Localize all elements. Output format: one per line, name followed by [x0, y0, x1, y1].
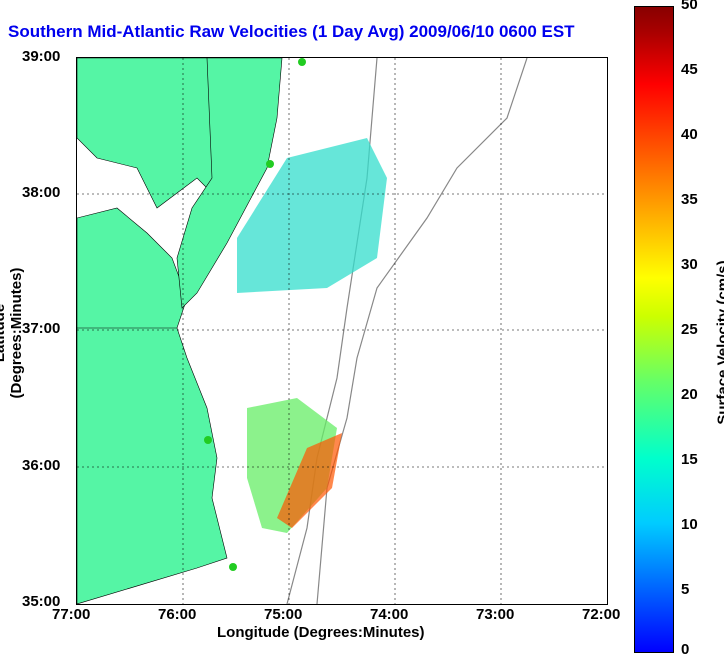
grid-lines — [77, 58, 607, 604]
delmarva-peninsula — [176, 58, 283, 309]
y-tick-label: 38:00 — [22, 184, 61, 201]
x-tick-label: 75:00 — [264, 606, 303, 623]
colorbar-tick: 20 — [681, 386, 698, 403]
velocity-field-north — [237, 138, 387, 293]
isobath-contour — [316, 58, 528, 604]
colorbar-tick: 15 — [681, 451, 698, 468]
colorbar-tick: 5 — [681, 581, 690, 598]
colorbar-tick: 25 — [681, 321, 698, 338]
x-axis-label: Longitude (Degrees:Minutes) — [217, 624, 425, 641]
map-svg — [77, 58, 607, 604]
y-axis-label: Latitude (Degrees:Minutes) — [0, 267, 25, 399]
colorbar-label: Surface Velocity (cm/s) — [714, 260, 724, 425]
colorbar-tick: 30 — [681, 256, 698, 273]
colorbar-tick: 45 — [681, 61, 698, 78]
y-tick-label: 35:00 — [22, 593, 61, 610]
chart-title: Southern Mid-Atlantic Raw Velocities (1 … — [8, 22, 575, 41]
x-tick-label: 74:00 — [370, 606, 409, 623]
x-tick-label: 73:00 — [476, 606, 515, 623]
y-tick-label: 37:00 — [22, 320, 61, 337]
y-tick-label: 36:00 — [22, 457, 61, 474]
station-2 — [266, 160, 274, 168]
station-1 — [298, 58, 306, 66]
velocity-field-south-fast — [277, 433, 342, 528]
x-tick-label: 77:00 — [52, 606, 91, 623]
colorbar-tick: 40 — [681, 126, 698, 143]
station-4 — [229, 563, 237, 571]
y-tick-label: 39:00 — [22, 48, 61, 65]
colorbar — [634, 6, 674, 653]
station-3 — [204, 436, 212, 444]
x-tick-label: 76:00 — [158, 606, 197, 623]
colorbar-tick: 35 — [681, 191, 698, 208]
colorbar-tick: 10 — [681, 516, 698, 533]
x-tick-label: 72:00 — [582, 606, 621, 623]
map-plot-area[interactable] — [76, 57, 608, 605]
colorbar-tick: 0 — [681, 641, 690, 658]
colorbar-tick: 50 — [681, 0, 698, 13]
